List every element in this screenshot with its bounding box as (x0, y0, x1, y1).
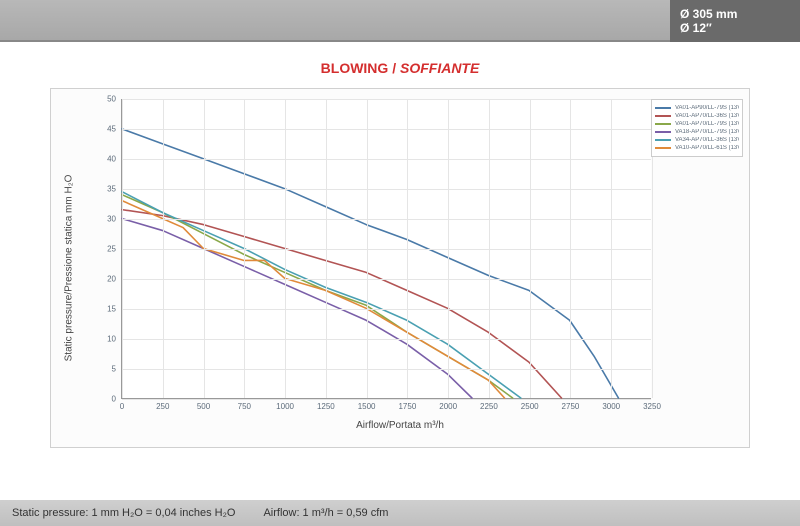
y-axis-label: Static pressure/Pressione statica mm H₂O (64, 175, 75, 362)
x-tick: 1250 (317, 398, 335, 411)
gridline-h (122, 369, 651, 370)
legend-swatch (655, 147, 671, 149)
size-badge: Ø 305 mm Ø 12″ (670, 0, 800, 42)
plot-area: 0510152025303540455002505007501000125015… (121, 99, 651, 399)
title-main: BLOWING / (321, 60, 400, 76)
x-tick: 2500 (521, 398, 539, 411)
gridline-h (122, 129, 651, 130)
legend-label: VA01-AP90/LL-79S (13V) (675, 105, 739, 111)
x-tick: 0 (120, 398, 124, 411)
x-tick: 3250 (643, 398, 661, 411)
legend-swatch (655, 131, 671, 133)
legend-row: VA01-AP70/LL-79S (13V) (655, 121, 739, 127)
gridline-v (285, 99, 286, 398)
header-gray-area (0, 0, 670, 42)
y-tick: 40 (107, 155, 122, 164)
x-tick: 2750 (562, 398, 580, 411)
footer-bar: Static pressure: 1 mm H₂O = 0,04 inches … (0, 500, 800, 526)
footer-pressure-note: Static pressure: 1 mm H₂O = 0,04 inches … (12, 507, 235, 519)
gridline-v (570, 99, 571, 398)
x-tick: 1500 (358, 398, 376, 411)
y-tick: 20 (107, 275, 122, 284)
gridline-h (122, 219, 651, 220)
legend-row: VA01-AP70/LL-36S (13V) (655, 113, 739, 119)
x-tick: 500 (197, 398, 210, 411)
x-tick: 750 (238, 398, 251, 411)
legend-label: VA34-AP70/LL-36S (13V) (675, 137, 739, 143)
x-tick: 3000 (602, 398, 620, 411)
legend-label: VA01-AP70/LL-79S (13V) (675, 121, 739, 127)
gridline-v (244, 99, 245, 398)
footer-airflow-note: Airflow: 1 m³/h = 0,59 cfm (263, 507, 388, 519)
gridline-v (326, 99, 327, 398)
gridline-h (122, 309, 651, 310)
size-in: Ø 12″ (680, 21, 800, 35)
gridline-v (204, 99, 205, 398)
gridline-v (489, 99, 490, 398)
title-area: BLOWING / SOFFIANTE (0, 42, 800, 88)
gridline-v (122, 99, 123, 398)
legend: VA01-AP90/LL-79S (13V) VA01-AP70/LL-36S (… (651, 99, 743, 157)
y-tick: 30 (107, 215, 122, 224)
y-tick: 50 (107, 95, 122, 104)
series-line (122, 129, 618, 398)
header-bar: Ø 305 mm Ø 12″ (0, 0, 800, 42)
legend-swatch (655, 139, 671, 141)
gridline-v (448, 99, 449, 398)
y-tick: 45 (107, 125, 122, 134)
title-sub: SOFFIANTE (400, 60, 479, 76)
gridline-v (163, 99, 164, 398)
legend-swatch (655, 123, 671, 125)
legend-row: VA01-AP90/LL-79S (13V) (655, 105, 739, 111)
gridline-h (122, 159, 651, 160)
size-mm: Ø 305 mm (680, 7, 800, 21)
x-tick: 1000 (276, 398, 294, 411)
gridline-h (122, 339, 651, 340)
y-tick: 25 (107, 245, 122, 254)
gridline-h (122, 99, 651, 100)
gridline-h (122, 189, 651, 190)
legend-label: VA10-AP70/LL-61S (13V) (675, 145, 739, 151)
y-tick: 5 (112, 365, 122, 374)
x-tick: 2250 (480, 398, 498, 411)
x-tick: 250 (156, 398, 169, 411)
x-tick: 1750 (398, 398, 416, 411)
gridline-v (407, 99, 408, 398)
legend-label: VA18-AP70/LL-79S (13V) (675, 129, 739, 135)
gridline-v (367, 99, 368, 398)
y-tick: 10 (107, 335, 122, 344)
legend-swatch (655, 107, 671, 109)
series-line (122, 195, 513, 398)
x-axis-label: Airflow/Portata m³/h (356, 420, 444, 431)
gridline-v (611, 99, 612, 398)
legend-swatch (655, 115, 671, 117)
gridline-v (530, 99, 531, 398)
y-tick: 15 (107, 305, 122, 314)
x-tick: 2000 (439, 398, 457, 411)
gridline-h (122, 279, 651, 280)
legend-row: VA18-AP70/LL-79S (13V) (655, 129, 739, 135)
legend-row: VA34-AP70/LL-36S (13V) (655, 137, 739, 143)
y-tick: 35 (107, 185, 122, 194)
legend-label: VA01-AP70/LL-36S (13V) (675, 113, 739, 119)
gridline-h (122, 249, 651, 250)
legend-row: VA10-AP70/LL-61S (13V) (655, 145, 739, 151)
chart-container: Static pressure/Pressione statica mm H₂O… (50, 88, 750, 448)
